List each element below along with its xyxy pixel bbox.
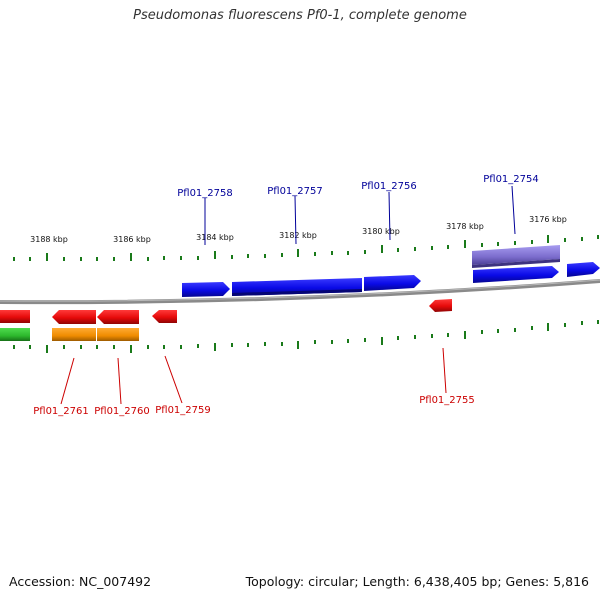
scale-label-3178: 3178 kbp — [446, 222, 484, 231]
leader-line-pfl01-2755 — [442, 347, 447, 394]
genome-backbone — [0, 279, 600, 305]
green-feature[interactable] — [0, 328, 30, 341]
scale-label-3176: 3176 kbp — [529, 215, 567, 224]
leader-line-pfl01-2761 — [60, 357, 75, 405]
gene-arrow-pfl01-2759[interactable] — [152, 310, 177, 323]
reverse-tick-scale — [13, 320, 599, 353]
gene-label-pfl01-2757[interactable]: Pfl01_2757 — [267, 186, 323, 197]
leader-line-pfl01-2756 — [388, 191, 391, 241]
genome-backbone-highlight — [0, 279, 600, 302]
gene-label-pfl01-2756[interactable]: Pfl01_2756 — [361, 181, 417, 192]
orange-feature-2[interactable] — [97, 328, 139, 341]
accession-label: Accession: NC_007492 — [9, 574, 152, 589]
gene-label-pfl01-2759[interactable]: Pfl01_2759 — [155, 405, 211, 416]
gene-label-pfl01-2754[interactable]: Pfl01_2754 — [483, 174, 539, 185]
gene-arrow-pfl01-2760[interactable] — [97, 310, 139, 324]
gene-arrow-pfl01-2754[interactable] — [473, 266, 559, 283]
leader-line-pfl01-2754 — [511, 185, 516, 235]
gene-label-pfl01-2755[interactable]: Pfl01_2755 — [419, 395, 475, 406]
leader-line-pfl01-2759 — [164, 355, 183, 404]
gene-arrow-pfl01-2756[interactable] — [364, 275, 421, 291]
scale-label-3186: 3186 kbp — [113, 235, 151, 244]
genome-summary: Topology: circular; Length: 6,438,405 bp… — [245, 574, 589, 589]
orange-feature-1[interactable] — [52, 328, 96, 341]
gene-arrow-pfl01-2755[interactable] — [429, 299, 452, 312]
genome-title: Pseudomonas fluorescens Pf0-1, complete … — [133, 8, 467, 23]
gene-arrow-pfl01-2757[interactable] — [232, 278, 362, 296]
scale-label-3180: 3180 kbp — [362, 227, 400, 236]
leader-line-pfl01-2757 — [294, 195, 297, 245]
gene-arrow-left-edge[interactable] — [0, 310, 30, 323]
gene-label-pfl01-2760[interactable]: Pfl01_2760 — [94, 406, 150, 417]
gene-arrow-pfl01-2761[interactable] — [52, 310, 96, 324]
scale-label-3182: 3182 kbp — [279, 231, 317, 240]
scale-label-3184: 3184 kbp — [196, 233, 234, 242]
scale-label-3188: 3188 kbp — [30, 235, 68, 244]
gene-label-pfl01-2758[interactable]: Pfl01_2758 — [177, 188, 233, 199]
gene-arrow-pfl01-2758[interactable] — [182, 282, 230, 297]
gene-arrow-partial[interactable] — [567, 262, 600, 277]
purple-feature[interactable] — [472, 245, 560, 268]
leader-line-pfl01-2760 — [117, 357, 122, 405]
forward-tick-scale — [13, 235, 599, 261]
gene-label-pfl01-2761[interactable]: Pfl01_2761 — [33, 406, 89, 417]
